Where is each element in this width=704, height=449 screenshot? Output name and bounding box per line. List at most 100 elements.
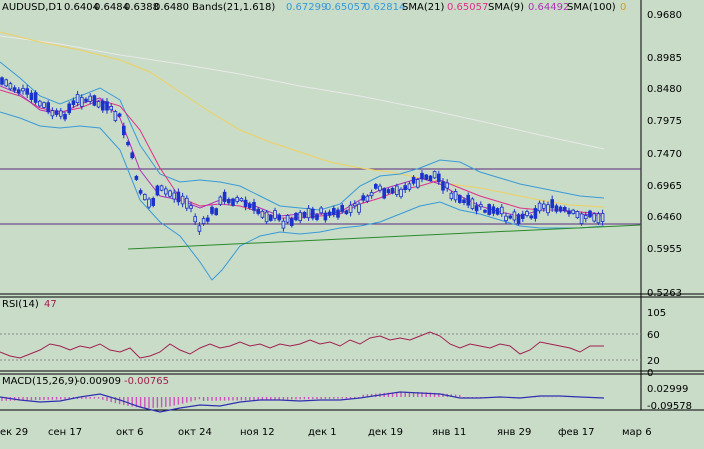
candle-body	[537, 202, 542, 212]
sma21-label: SMA(21)	[402, 2, 444, 13]
ohlc-close: 0.6480	[154, 2, 189, 13]
rsi-label: RSI(14)	[2, 299, 39, 310]
candle-body	[235, 197, 240, 202]
candle-body	[348, 204, 353, 213]
candle-body	[4, 79, 9, 87]
candle-body	[134, 175, 139, 180]
price-tick: 0.7470	[647, 149, 682, 160]
candle-body	[352, 203, 357, 207]
candle-body	[88, 95, 93, 102]
candle-body	[218, 196, 223, 205]
candle-body	[344, 210, 349, 215]
time-axis: ек 29 сен 17 окт 6 окт 24 ноя 12 дек 1 д…	[0, 427, 652, 438]
macd-line[interactable]	[0, 391, 605, 413]
candle-body	[420, 172, 424, 180]
candle-body	[302, 211, 307, 218]
bollinger-upper-line[interactable]	[0, 61, 605, 211]
candle-body	[33, 92, 38, 103]
price-tick: 0.5955	[647, 244, 682, 255]
macd-label: MACD(15,26,9)	[2, 376, 78, 387]
candle-body	[214, 208, 219, 216]
candle-body	[315, 214, 319, 220]
candle-body	[588, 210, 592, 218]
time-tick: дек 1	[308, 427, 337, 438]
candle-body	[554, 205, 559, 212]
candle-body	[197, 225, 202, 232]
candle-body	[600, 213, 605, 222]
candle-body	[281, 220, 286, 229]
candle-body	[0, 77, 4, 85]
candle-body	[525, 211, 529, 216]
trendline[interactable]	[127, 224, 642, 250]
ohlc-open: 0.6404	[64, 2, 99, 13]
candle-body	[289, 218, 294, 226]
candle-body	[226, 199, 231, 204]
candlestick-series[interactable]	[0, 76, 605, 235]
candle-body	[243, 199, 248, 207]
candle-body	[428, 175, 433, 182]
candle-body	[147, 198, 151, 208]
sma200-line[interactable]	[0, 35, 605, 150]
candle-body	[71, 100, 76, 106]
candle-body	[394, 185, 399, 195]
bands-label: Bands(21,1.618)	[192, 2, 275, 13]
bollinger-lower-line[interactable]	[0, 111, 605, 281]
sma21-value: 0.65057	[447, 2, 488, 13]
ohlc-high: 0.6484	[94, 2, 129, 13]
candle-body	[596, 213, 601, 224]
candle-body	[575, 211, 580, 219]
rsi-tick: 105	[647, 308, 666, 319]
sma100-label: SMA(100)	[567, 2, 616, 13]
candle-body	[54, 110, 59, 115]
candle-body	[96, 101, 101, 108]
candle-body	[46, 102, 50, 113]
candle-body	[298, 212, 302, 221]
candle-body	[411, 176, 416, 184]
candle-body	[42, 102, 46, 108]
candle-body	[453, 191, 458, 201]
candle-body	[424, 174, 428, 180]
candle-body	[399, 188, 403, 198]
time-tick: окт 6	[116, 427, 144, 438]
macd-tick: -0.09578	[647, 401, 692, 412]
candle-body	[105, 101, 109, 111]
candle-body	[184, 197, 189, 209]
time-tick: сен 17	[48, 427, 82, 438]
rsi-value: 47	[44, 299, 57, 310]
candle-body	[432, 171, 437, 179]
candle-body	[373, 183, 378, 189]
sma9-value: 0.64492	[528, 2, 569, 13]
candle-body	[268, 214, 273, 221]
candle-body	[239, 198, 244, 202]
candle-body	[117, 113, 122, 117]
candle-body	[487, 204, 491, 215]
candle-body	[38, 100, 42, 107]
candle-body	[80, 97, 84, 107]
candle-body	[256, 208, 260, 214]
candle-body	[323, 212, 328, 221]
price-tick: 0.9680	[647, 10, 682, 21]
candle-body	[84, 98, 88, 102]
candle-body	[16, 89, 21, 94]
candle-body	[285, 215, 290, 223]
time-tick: дек 19	[368, 427, 403, 438]
candle-body	[336, 209, 340, 218]
candle-body	[21, 88, 25, 92]
candle-body	[205, 217, 210, 222]
candle-body	[142, 193, 147, 201]
candle-body	[567, 210, 571, 215]
price-panel[interactable]	[0, 0, 641, 294]
bands-lower-value: 0.62814	[364, 2, 405, 13]
candle-body	[571, 209, 575, 214]
macd-panel[interactable]	[0, 374, 641, 410]
candle-body	[436, 173, 441, 183]
candle-body	[59, 110, 63, 117]
sma100-line[interactable]	[0, 31, 605, 208]
candle-body	[189, 205, 193, 209]
candle-body	[415, 179, 420, 188]
candle-body	[222, 191, 227, 202]
bands-upper-value: 0.67299	[286, 2, 327, 13]
rsi-line[interactable]	[0, 331, 604, 359]
macd-value-main: -0.00909	[76, 376, 121, 387]
time-tick: ноя 12	[240, 427, 275, 438]
